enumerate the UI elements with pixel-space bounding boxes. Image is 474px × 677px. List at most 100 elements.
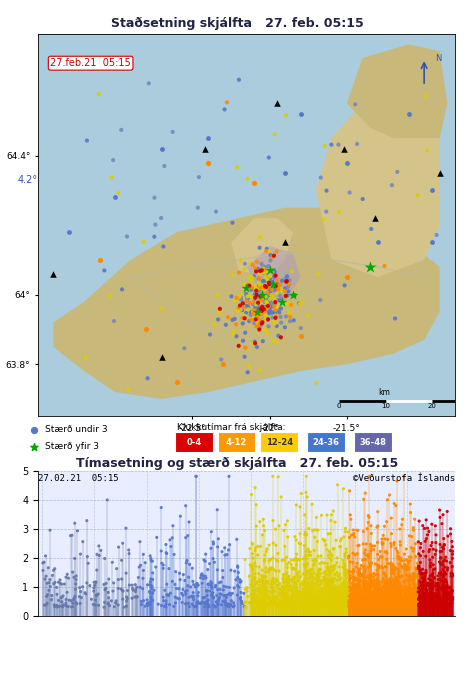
- Point: [264, 297, 271, 307]
- Point: [307, 550, 315, 561]
- Point: [182, 532, 190, 543]
- Point: [303, 594, 310, 605]
- Point: [292, 559, 300, 570]
- Point: [270, 583, 277, 594]
- Point: [309, 596, 317, 607]
- Point: [378, 586, 386, 597]
- Point: [398, 599, 406, 610]
- Point: [272, 524, 279, 535]
- Point: [380, 602, 388, 613]
- Point: [283, 562, 291, 573]
- Point: [289, 593, 296, 604]
- Point: [366, 261, 374, 272]
- Point: [444, 565, 451, 575]
- Point: [383, 577, 390, 588]
- Point: [312, 588, 320, 599]
- Point: [438, 595, 445, 606]
- Point: [241, 300, 248, 311]
- Point: [137, 560, 145, 571]
- Point: [256, 269, 264, 280]
- Point: [359, 577, 367, 588]
- Point: [367, 528, 375, 539]
- Point: [371, 596, 379, 607]
- Point: [269, 573, 277, 584]
- Point: [360, 494, 367, 505]
- Point: [398, 592, 406, 603]
- Point: [277, 584, 285, 594]
- Point: [214, 314, 222, 325]
- Point: [345, 595, 353, 606]
- Point: [244, 291, 251, 302]
- Point: [258, 282, 265, 293]
- Point: [231, 313, 238, 324]
- Point: [406, 555, 414, 566]
- Point: [251, 292, 259, 303]
- Point: [267, 250, 274, 261]
- Point: [361, 601, 369, 612]
- Point: [293, 554, 301, 565]
- Point: [283, 600, 291, 611]
- Point: [422, 551, 429, 562]
- Point: [363, 578, 370, 589]
- Point: [310, 598, 318, 609]
- Point: [266, 289, 274, 300]
- Point: [92, 594, 100, 605]
- Point: [367, 597, 374, 608]
- Point: [418, 585, 425, 596]
- Point: [212, 602, 219, 613]
- Point: [327, 593, 335, 604]
- Point: [358, 592, 366, 603]
- Point: [426, 599, 433, 610]
- Point: [252, 594, 259, 605]
- Point: [265, 564, 273, 575]
- Point: [224, 312, 232, 323]
- Point: [448, 568, 456, 579]
- Point: [313, 586, 320, 597]
- Point: [322, 581, 330, 592]
- Point: [169, 521, 177, 531]
- Point: [415, 583, 422, 594]
- Point: [201, 598, 209, 609]
- Point: [417, 550, 424, 561]
- Point: [250, 590, 258, 601]
- Point: [312, 377, 320, 388]
- Point: [423, 601, 430, 612]
- Point: [395, 600, 403, 611]
- Point: [215, 533, 222, 544]
- Point: [366, 575, 374, 586]
- Point: [331, 583, 338, 594]
- Point: [443, 506, 451, 517]
- Point: [260, 582, 268, 592]
- Point: [175, 593, 183, 604]
- Point: [346, 582, 354, 592]
- Point: [264, 567, 272, 577]
- Point: [264, 296, 272, 307]
- Point: [421, 596, 429, 607]
- Point: [305, 546, 312, 557]
- Point: [441, 567, 448, 577]
- Point: [346, 594, 354, 605]
- Point: [338, 595, 346, 606]
- Point: [102, 578, 110, 589]
- Point: [427, 581, 435, 592]
- Point: [240, 588, 247, 598]
- Point: [399, 562, 407, 573]
- Point: [169, 127, 176, 137]
- Point: [401, 575, 409, 586]
- Point: [384, 582, 392, 592]
- Point: [286, 316, 294, 327]
- Point: [324, 563, 332, 574]
- Point: [281, 167, 289, 178]
- Point: [152, 219, 159, 230]
- Point: [396, 590, 404, 600]
- Point: [346, 600, 353, 611]
- Point: [272, 591, 279, 602]
- Point: [436, 596, 444, 607]
- Point: [430, 597, 438, 608]
- Point: [302, 554, 310, 565]
- Point: [340, 143, 347, 154]
- Point: [418, 592, 425, 603]
- Point: [241, 351, 248, 362]
- Point: [373, 590, 381, 601]
- Point: [333, 602, 340, 613]
